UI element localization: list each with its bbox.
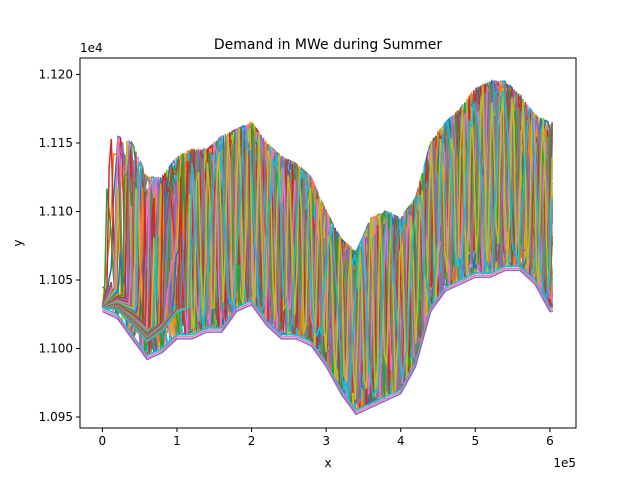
- x-tick-label: 5: [471, 434, 479, 448]
- x-tick-label: 3: [322, 434, 330, 448]
- x-axis-ticks: 0 1 2 3 4 5 6: [99, 428, 554, 448]
- series-line: [102, 269, 553, 416]
- series-line: [102, 267, 553, 414]
- y-tick-label: 1.105: [39, 273, 73, 287]
- axes-frame: [79, 57, 577, 429]
- y-tick-label: 1.110: [39, 204, 73, 218]
- chart-title: Demand in MWe during Summer: [214, 37, 442, 53]
- series-line: [102, 91, 553, 400]
- y-tick-label: 1.120: [39, 67, 73, 81]
- plot-area: [101, 78, 553, 416]
- x-tick-label: 6: [546, 434, 554, 448]
- x-tick-label: 4: [397, 434, 405, 448]
- x-tick-label: 1: [173, 434, 181, 448]
- series-line: [102, 265, 553, 412]
- y-tick-label: 1.095: [39, 410, 73, 424]
- x-axis-label: x: [324, 456, 331, 470]
- y-tick-label: 1.115: [39, 136, 73, 150]
- series-layer: [101, 78, 553, 416]
- y-axis-offset-label: 1e4: [80, 41, 103, 55]
- x-axis-offset-label: 1e5: [553, 456, 576, 470]
- x-tick-label: 2: [248, 434, 256, 448]
- y-axis-ticks: 1.095 1.100 1.105 1.110 1.115 1.120: [39, 67, 80, 424]
- y-axis-label: y: [11, 239, 25, 246]
- x-tick-label: 0: [99, 434, 107, 448]
- y-tick-label: 1.100: [39, 342, 73, 356]
